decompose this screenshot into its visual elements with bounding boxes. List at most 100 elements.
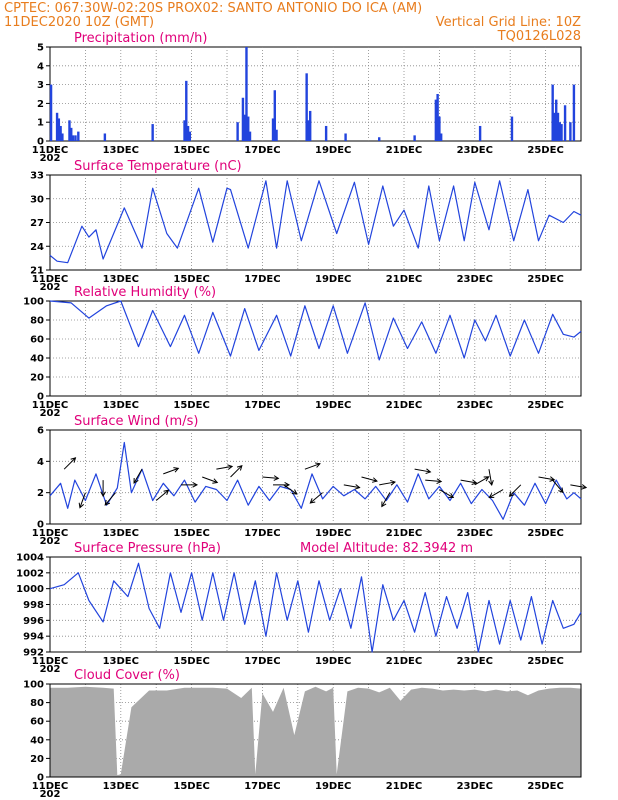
wind-arrow	[78, 492, 86, 509]
pres-ytick-label: 1004	[16, 553, 44, 564]
cloud-xtick-label: 21DEC	[386, 781, 422, 792]
wind-ytick-label: 2	[37, 488, 44, 499]
cloud-xtick-label: 19DEC	[315, 781, 351, 792]
header-location: CPTEC: 067:30W-02:20S PROX02: SANTO ANTO…	[4, 1, 422, 16]
precip-ytick-label: 5	[37, 43, 44, 54]
cloud-ytick-label: 40	[30, 735, 44, 746]
temp-panel: 21 24 27 30 33 11DEC 13DEC 15DEC 17DEC 19DEC 21DEC…	[30, 159, 582, 293]
precip-bar	[68, 120, 71, 141]
temp-xtick-label: 23DEC	[457, 274, 493, 285]
cloud-panel: 0 20 40 60 80 100 11DEC 13DEC 15DEC 17DEC 19DEC 21D…	[23, 668, 582, 800]
pres-xtick-label: 17DEC	[244, 656, 280, 667]
temp-xtick-label: 21DEC	[386, 274, 422, 285]
rh-ytick-label: 80	[30, 316, 44, 327]
cloud-xtick-label: 15DEC	[173, 781, 209, 792]
precip-xtick-label: 13DEC	[103, 145, 139, 156]
header-date: 11DEC2020 10Z (GMT)	[4, 15, 154, 30]
rh-ytick-label: 0	[37, 392, 44, 403]
rh-series-line	[49, 300, 582, 361]
wind-xtick-label: 15DEC	[173, 528, 209, 539]
rh-xtick-label: 17DEC	[244, 400, 280, 411]
rh-ytick-label: 60	[30, 335, 44, 346]
precip-bar	[271, 118, 275, 141]
precip-bar	[243, 114, 246, 141]
temp-title: Surface Temperature (nC)	[74, 159, 242, 174]
wind-series-line	[49, 441, 582, 520]
precip-bar	[236, 122, 239, 141]
temp-series-line	[49, 180, 582, 264]
wind-arrow	[343, 484, 361, 490]
wind-arrow	[133, 468, 143, 484]
pres-xtick-year: 202	[40, 664, 61, 675]
precip-bar	[305, 73, 308, 141]
rh-xtick-label: 19DEC	[315, 400, 351, 411]
wind-arrow	[180, 481, 199, 488]
temp-ytick-label: 21	[30, 266, 44, 277]
precip-bar	[553, 112, 556, 141]
precip-xtick-label: 25DEC	[527, 145, 563, 156]
precip-bar	[275, 129, 278, 141]
cloud-ytick-label: 20	[30, 754, 44, 765]
wind-panel: 0 2 4 6 11DEC 13DEC 15DEC 17DEC 19DEC 21DEC 23DEC 2…	[32, 414, 588, 547]
wind-arrow	[474, 476, 490, 486]
precip-bar	[378, 137, 381, 141]
wind-xtick-label: 25DEC	[527, 528, 563, 539]
rh-frame	[49, 300, 582, 397]
wind-arrow	[63, 457, 77, 470]
precip-bar	[59, 125, 62, 141]
precip-ytick-label: 1	[37, 118, 44, 129]
temp-xtick-year: 202	[40, 282, 61, 293]
wind-ytick-label: 0	[37, 520, 44, 531]
wind-arrow	[309, 492, 323, 504]
rh-xtick-year: 202	[40, 408, 61, 419]
wind-arrow	[163, 467, 180, 475]
rh-panel: 0 20 40 60 80 100 11DEC 13DEC 15DEC 17DEC 19DEC 21D…	[23, 285, 582, 419]
wind-arrow	[283, 484, 298, 495]
precip-bar	[248, 131, 252, 141]
cloud-ytick-label: 0	[37, 773, 44, 784]
temp-xtick-label: 19DEC	[315, 274, 351, 285]
rh-xtick-label: 13DEC	[103, 400, 139, 411]
header-model-code: TQ0126L028	[497, 29, 581, 44]
temp-xtick-label: 17DEC	[244, 274, 280, 285]
precip-ytick-label: 2	[37, 99, 44, 110]
cloud-xtick-label: 25DEC	[527, 781, 563, 792]
precip-bar	[560, 124, 563, 141]
precip-bar	[247, 116, 250, 141]
precip-bar	[188, 131, 192, 141]
wind-arrow	[570, 484, 588, 490]
cloud-ytick-label: 100	[23, 680, 44, 691]
pres-xtick-label: 21DEC	[386, 656, 422, 667]
precip-bar	[563, 105, 567, 141]
wind-title: Surface Wind (m/s)	[74, 414, 198, 429]
temp-ytick-label: 24	[30, 242, 44, 253]
wind-arrow	[262, 475, 280, 481]
precip-ytick-label: 0	[37, 137, 44, 148]
precip-bar	[61, 133, 64, 141]
precip-bar	[49, 84, 53, 141]
wind-arrow	[230, 464, 243, 478]
wind-arrow	[216, 464, 234, 470]
precip-xtick-label: 15DEC	[173, 145, 209, 156]
wind-xtick-label: 21DEC	[386, 528, 422, 539]
precip-bar	[70, 127, 73, 141]
precip-xtick-label: 23DEC	[457, 145, 493, 156]
pres-annotation: Model Altitude: 82.3942 m	[300, 541, 473, 556]
wind-arrow	[104, 492, 116, 506]
precip-ytick-label: 3	[37, 80, 44, 91]
rh-xtick-label: 25DEC	[527, 400, 563, 411]
precip-bar	[438, 116, 441, 141]
precip-bar	[413, 135, 416, 141]
cloud-title: Cloud Cover (%)	[74, 668, 180, 683]
precip-bar	[183, 120, 186, 141]
cloud-area	[50, 686, 581, 777]
precip-bar	[241, 97, 245, 141]
precip-ytick-label: 4	[37, 61, 44, 72]
wind-arrow	[508, 484, 522, 497]
wind-arrow	[538, 476, 556, 482]
precip-bar	[572, 84, 576, 141]
wind-xtick-label: 23DEC	[457, 528, 493, 539]
cloud-ytick-label: 60	[30, 717, 44, 728]
pres-xtick-label: 23DEC	[457, 656, 493, 667]
precip-xtick-label: 17DEC	[244, 145, 280, 156]
